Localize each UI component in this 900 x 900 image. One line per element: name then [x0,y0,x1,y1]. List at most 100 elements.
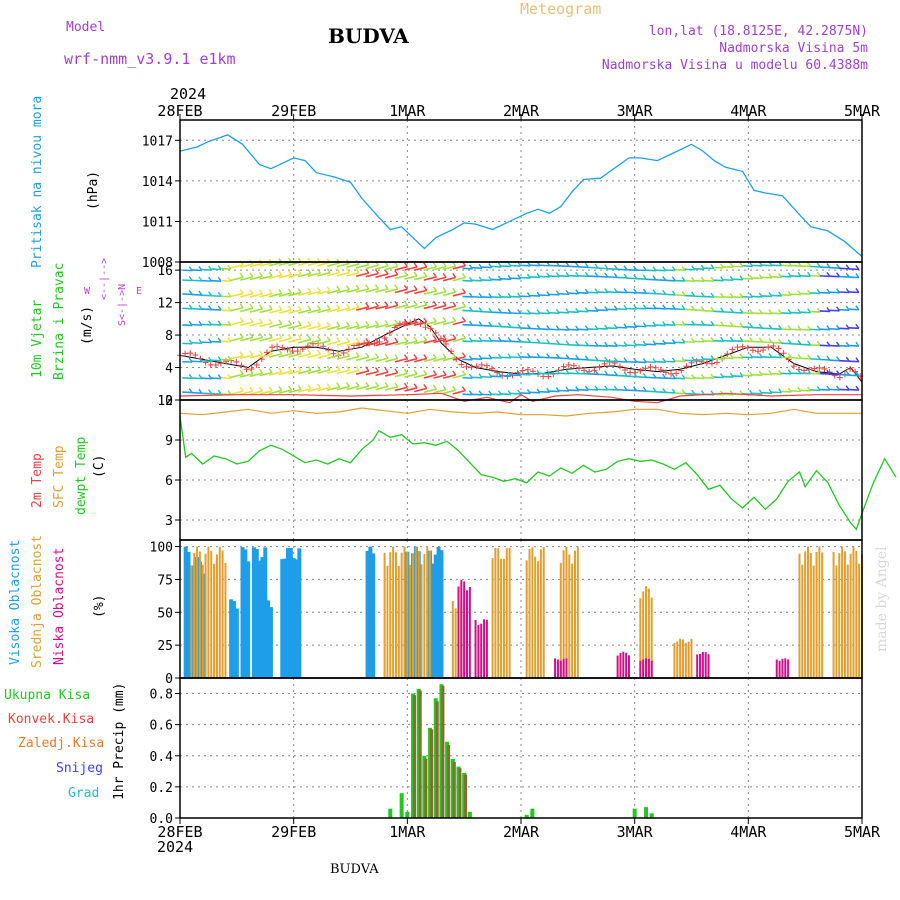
wind-barb [336,325,350,331]
total-precip-bar [405,811,410,818]
year-top: 2024 [170,85,207,103]
wind-barb [442,265,456,271]
mid-cloud-bar [818,546,821,678]
wind-barb [452,316,457,322]
wind-barb [326,321,331,327]
wind-barb [584,355,589,361]
high-cloud-bar [430,563,435,678]
wind-barb [517,370,522,376]
wind-barb [404,304,418,309]
wind-barb [442,262,447,268]
wind-barb [239,289,244,294]
total-precip-bar [632,808,637,818]
mid-cloud-bar [684,642,687,678]
wind-marker [662,369,669,376]
low-cloud-bar [701,651,704,678]
wind-barb [807,354,812,360]
wind-barb [768,370,773,376]
precip-tick-label: 0.0 [150,812,173,827]
wind-barb [546,272,551,278]
mid-cloud-bar [417,551,420,678]
wind-barb [613,272,618,278]
wind-barb [507,308,512,314]
wind-barb [749,389,754,395]
wind-barb [239,386,244,392]
low-cloud-bar [622,651,625,678]
wind-barb [268,386,273,392]
temp-unit: (C) [92,454,107,478]
wind-barb [249,321,263,327]
wind-barb [198,276,203,282]
wind-barb [317,271,331,277]
wind-barb [517,323,522,329]
mid-cloud-bar [500,558,503,678]
wind-barb [365,324,379,329]
wind-barb [269,292,283,298]
wind-barb [355,324,369,330]
wind-barb [497,293,502,298]
wind-barb [327,340,340,346]
wind-barb [346,288,360,294]
wind-barb [623,371,628,377]
wind-barb [258,350,264,355]
wind-barb [188,357,193,363]
wind-barb [269,389,283,395]
wind-barb [478,390,483,396]
wind-barb [594,355,599,361]
wind-barb [623,288,628,293]
wind-barb [826,369,831,375]
wind-barb [845,385,850,391]
wind-barb [239,369,244,375]
wind-barb [188,373,193,379]
legend-total-rain: Ukupna Kisa [4,688,91,703]
wind-barb [633,322,638,328]
wind-marker [596,364,603,371]
wind-barb [452,320,466,326]
wind-barb [355,272,369,278]
wind-barb [700,320,705,326]
wind-barb [365,264,379,270]
wind-barb [278,270,283,276]
wind-barb [316,321,322,327]
wind-barb [249,386,254,392]
wind-barb [442,272,447,278]
wind-barb [604,306,609,311]
wind-barb [365,352,370,358]
wind-barb [442,276,456,282]
wind-barb [278,337,292,343]
wind-barb [700,390,705,395]
wind-barb [249,303,254,309]
wind-tick-label: 0 [165,394,173,409]
wind-barb [327,369,340,374]
wind-barb [345,321,351,327]
wind-barb [326,383,331,388]
wind-barb [403,368,408,374]
wind-barb [691,265,696,271]
wind-barb [404,357,418,363]
wind-barb [394,357,408,363]
wind-barb [555,308,560,314]
wind-barb [316,365,322,371]
wind-marker [852,368,859,375]
low-cloud-bar [463,581,466,678]
wind-barb [442,305,456,311]
wind-marker [253,362,260,369]
wind-barb [423,266,437,271]
low-cloud-bar [784,658,787,678]
mid-cloud-bar [198,551,201,678]
wind-barb [787,339,792,345]
wind-barb [442,320,456,326]
wind-barb [227,306,232,312]
wind-barb [375,305,389,310]
wind-barb [826,341,831,347]
mid-cloud-bar [210,550,213,678]
wind-barb [526,352,531,358]
wind-marker [775,345,782,352]
mid-cloud-bar [409,565,412,678]
wind-barb [497,372,502,378]
low-cloud-bar [559,660,562,678]
wind-barb [317,325,331,331]
wind-barb [287,270,293,275]
wind-barb [208,320,213,326]
mid-cloud-bar [804,551,807,678]
